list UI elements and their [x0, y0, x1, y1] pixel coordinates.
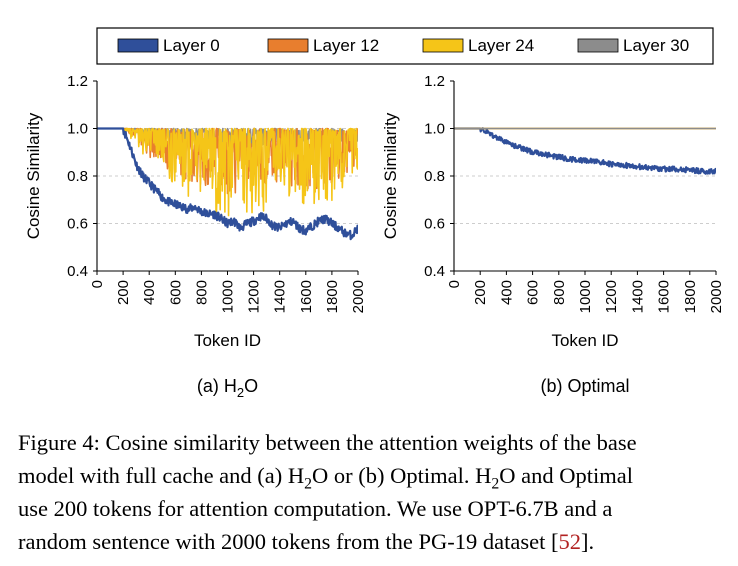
subplot-title: (b) Optimal	[540, 376, 629, 396]
x-tick-label: 2000	[350, 280, 367, 313]
x-tick-label: 1400	[629, 280, 646, 313]
caption-text: random sentence with 2000 tokens from th…	[18, 529, 559, 554]
series-line-layer-12	[97, 127, 358, 195]
caption-text: ].	[581, 529, 595, 554]
y-tick-label: 0.4	[67, 263, 88, 280]
series-group	[454, 127, 716, 175]
y-tick-label: 0.4	[424, 263, 445, 280]
x-tick-label: 200	[472, 280, 489, 305]
x-tick-label: 1200	[246, 280, 263, 313]
x-tick-label: 0	[89, 280, 106, 288]
y-tick-label: 0.6	[67, 216, 88, 233]
figure: Layer 0 Layer 12 Layer 24 Layer 30 0.40.…	[24, 27, 725, 400]
x-tick-label: 600	[167, 280, 184, 305]
legend-label-layer-0: Layer 0	[163, 36, 220, 55]
x-tick-label: 1200	[603, 280, 620, 313]
x-tick-label: 1800	[324, 280, 341, 313]
y-tick-label: 0.8	[67, 168, 88, 185]
x-tick-label: 800	[551, 280, 568, 305]
series-group	[97, 127, 358, 241]
caption-text: O or (b) Optimal. H	[312, 463, 492, 488]
series-line-layer-0	[97, 127, 358, 241]
x-axis-title: Token ID	[551, 331, 618, 350]
y-tick-label: 1.2	[424, 73, 445, 90]
x-tick-label: 600	[525, 280, 542, 305]
x-tick-label: 400	[141, 280, 158, 305]
x-tick-label: 200	[115, 280, 132, 305]
caption-line-4: random sentence with 2000 tokens from th…	[18, 525, 726, 558]
legend-swatch-layer-0	[117, 38, 159, 53]
x-tick-label: 0	[446, 280, 463, 288]
y-axis-title: Cosine Similarity	[381, 112, 400, 239]
legend-swatch-layer-12	[267, 38, 309, 53]
chart-panel-optimal: 0.4 0.6 0.8 1.0 1.2 0 200 400 600 800 1000 1200 1400…	[381, 73, 725, 396]
caption-line-3: use 200 tokens for attention computation…	[18, 496, 613, 521]
caption-subscript: 2	[491, 475, 500, 493]
x-tick-label: 1600	[656, 280, 673, 313]
caption-line-2: model with full cache and (a) H2O or (b)…	[18, 459, 726, 492]
y-tick-label: 1.0	[424, 121, 445, 138]
y-tick-label: 1.2	[67, 73, 88, 90]
legend-label-layer-24: Layer 24	[468, 36, 534, 55]
y-tick-label: 0.6	[424, 216, 445, 233]
x-tick-label: 2000	[708, 280, 725, 313]
y-axis-title: Cosine Similarity	[24, 112, 43, 239]
y-tick-label: 0.8	[424, 168, 445, 185]
legend-label-layer-12: Layer 12	[313, 36, 379, 55]
legend-swatch-layer-24	[422, 38, 464, 53]
legend-label-layer-30: Layer 30	[623, 36, 689, 55]
series-line-layer-24	[97, 127, 358, 217]
caption-text: O and Optimal	[499, 463, 633, 488]
x-tick-label: 400	[498, 280, 515, 305]
x-tick-label: 1000	[220, 280, 237, 313]
x-tick-label: 1600	[298, 280, 315, 313]
x-tick-label: 800	[193, 280, 210, 305]
citation-link[interactable]: 52	[558, 529, 582, 554]
chart-panel-h2o: 0.4 0.6 0.8 1.0 1.2 0 200 400 600 800 1000 1200 1400…	[24, 73, 367, 400]
y-tick-label: 1.0	[67, 121, 88, 138]
x-tick-label: 1400	[272, 280, 289, 313]
x-tick-label: 1800	[682, 280, 699, 313]
legend-swatch-layer-30	[577, 38, 619, 53]
caption-subscript: 2	[304, 475, 313, 493]
caption-line-1: Figure 4: Cosine similarity between the …	[18, 430, 637, 455]
figure-caption: Figure 4: Cosine similarity between the …	[18, 426, 726, 558]
caption-text: model with full cache and (a) H	[18, 463, 305, 488]
legend: Layer 0 Layer 12 Layer 24 Layer 30	[96, 27, 714, 65]
x-axis-title: Token ID	[194, 331, 261, 350]
x-tick-label: 1000	[577, 280, 594, 313]
subplot-title: (a) H2O	[197, 376, 258, 400]
series-line-layer-0	[454, 127, 716, 175]
